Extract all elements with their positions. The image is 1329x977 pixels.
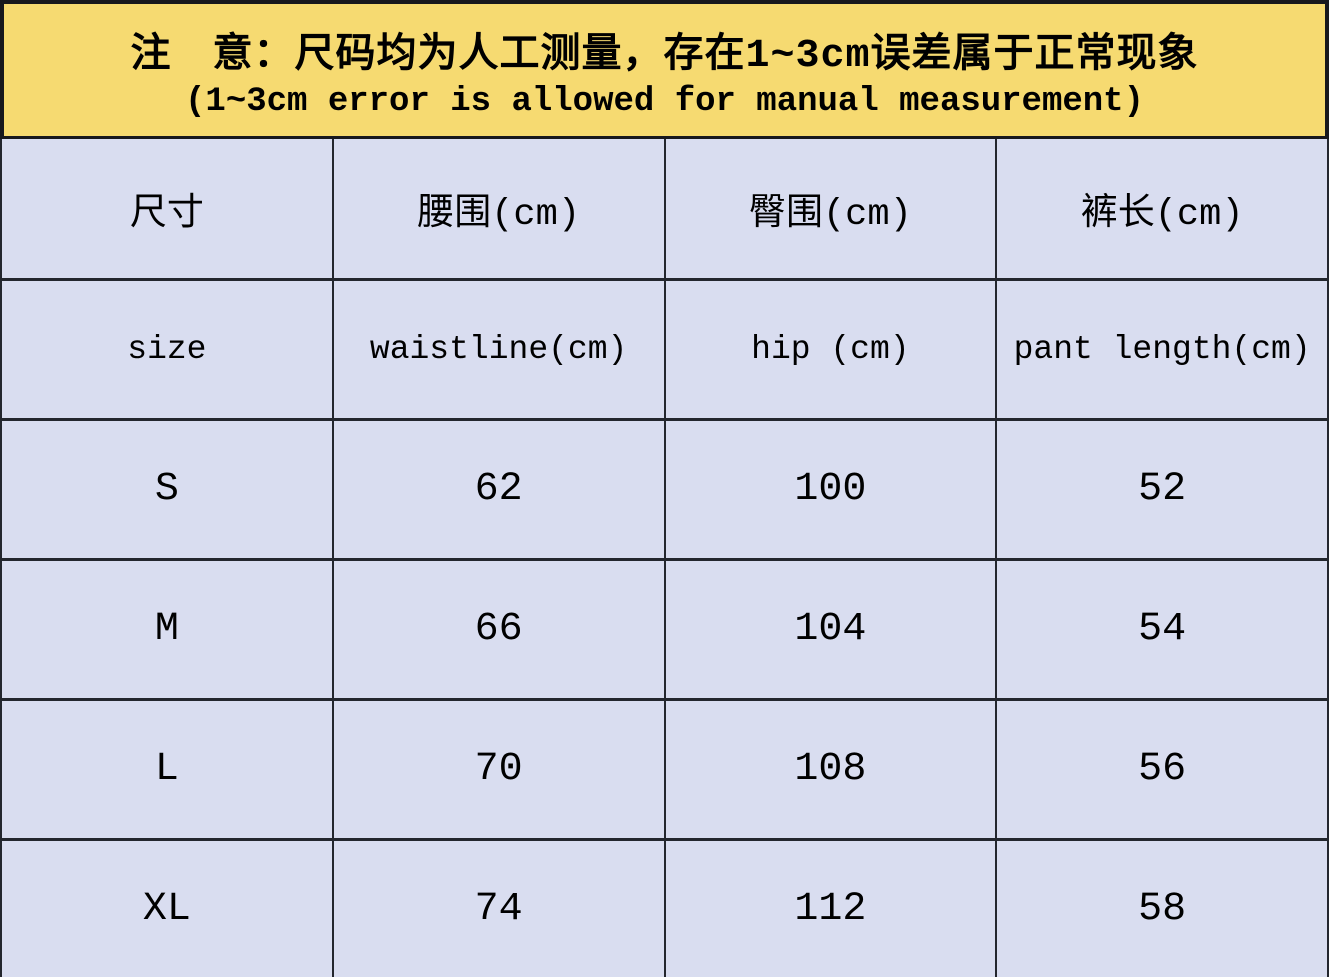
cell-l-waistline: 70 xyxy=(331,697,666,841)
cell-s-waistline: 62 xyxy=(331,417,666,561)
cell-m-pant-length: 54 xyxy=(995,557,1329,701)
cell-m-size: M xyxy=(0,557,334,701)
header-cn-pant-length: 裤长(cm) xyxy=(995,139,1329,281)
header-en-size: size xyxy=(0,277,334,421)
notice-text-cn: 注 意：尺码均为人工测量，存在1~3cm误差属于正常现象 xyxy=(130,33,1199,79)
notice-banner: 注 意：尺码均为人工测量，存在1~3cm误差属于正常现象 (1~3cm erro… xyxy=(0,0,1329,139)
header-en-hip: hip (cm) xyxy=(663,277,998,421)
cell-m-waistline: 66 xyxy=(331,557,666,701)
cell-s-pant-length: 52 xyxy=(995,417,1329,561)
cell-l-hip: 108 xyxy=(663,697,998,841)
size-chart-table: 尺寸 腰围(cm) 臀围(cm) 裤长(cm) size waistline(c… xyxy=(0,139,1329,977)
table-row-s: S 62 100 52 xyxy=(0,417,1329,561)
header-row-cn: 尺寸 腰围(cm) 臀围(cm) 裤长(cm) xyxy=(0,139,1329,281)
header-cn-waistline: 腰围(cm) xyxy=(331,139,666,281)
cell-l-size: L xyxy=(0,697,334,841)
table-row-m: M 66 104 54 xyxy=(0,557,1329,701)
table-row-l: L 70 108 56 xyxy=(0,697,1329,841)
header-en-waistline: waistline(cm) xyxy=(331,277,666,421)
header-cn-size: 尺寸 xyxy=(0,139,334,281)
cell-xl-size: XL xyxy=(0,837,334,977)
cell-xl-waistline: 74 xyxy=(331,837,666,977)
table-row-xl: XL 74 112 58 xyxy=(0,837,1329,977)
notice-text-en: (1~3cm error is allowed for manual measu… xyxy=(185,82,1144,121)
cell-xl-pant-length: 58 xyxy=(995,837,1329,977)
cell-xl-hip: 112 xyxy=(663,837,998,977)
cell-l-pant-length: 56 xyxy=(995,697,1329,841)
cell-s-hip: 100 xyxy=(663,417,998,561)
header-row-en: size waistline(cm) hip (cm) pant length(… xyxy=(0,277,1329,421)
header-cn-hip: 臀围(cm) xyxy=(663,139,998,281)
header-en-pant-length: pant length(cm) xyxy=(995,277,1329,421)
cell-m-hip: 104 xyxy=(663,557,998,701)
cell-s-size: S xyxy=(0,417,334,561)
